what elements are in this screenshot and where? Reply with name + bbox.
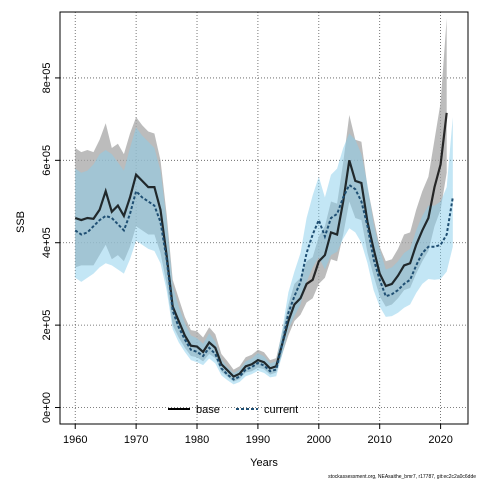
grid [60,12,468,424]
x-tick-label: 1990 [246,434,270,446]
legend: base current [168,404,298,416]
x-tick-label: 1980 [185,434,209,446]
line-current [74,183,454,381]
x-tick-label: 2020 [428,434,452,446]
y-tick-label: 0e+00 [41,392,53,423]
footnote: stockassessment.org, NEAsaithe_bmr7, r17… [328,474,476,480]
x-axis: 1960 1970 1980 1990 2000 2010 2020 [63,424,453,446]
x-tick-label: 2010 [367,434,391,446]
y-tick-label: 4e+05 [41,227,53,258]
series-lines [74,112,454,381]
legend-label-base: base [196,404,220,416]
x-tick-label: 2000 [307,434,331,446]
legend-label-current: current [264,404,298,416]
y-tick-label: 2e+05 [41,310,53,341]
y-axis-title: SSB [15,211,27,233]
confidence-bands [75,18,453,385]
line-base [74,112,448,378]
x-axis-title: Years [250,457,278,469]
plot-frame [59,11,469,425]
x-tick-label: 1960 [63,434,87,446]
y-tick-label: 6e+05 [41,145,53,176]
band-current [75,117,453,385]
x-tick-label: 1970 [124,434,148,446]
y-axis: 0e+00 2e+05 4e+05 6e+05 8e+05 [41,62,60,423]
y-tick-label: 8e+05 [41,62,53,93]
